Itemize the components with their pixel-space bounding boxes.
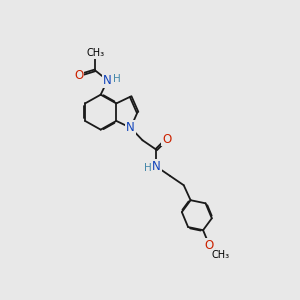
Text: H: H: [144, 164, 152, 173]
Text: CH₃: CH₃: [86, 49, 104, 58]
Text: O: O: [74, 69, 83, 82]
Text: O: O: [205, 238, 214, 252]
Text: CH₃: CH₃: [212, 250, 230, 260]
Text: N: N: [126, 121, 135, 134]
Text: N: N: [152, 160, 161, 173]
Text: H: H: [113, 74, 121, 84]
Text: N: N: [103, 74, 112, 87]
Text: O: O: [162, 133, 172, 146]
